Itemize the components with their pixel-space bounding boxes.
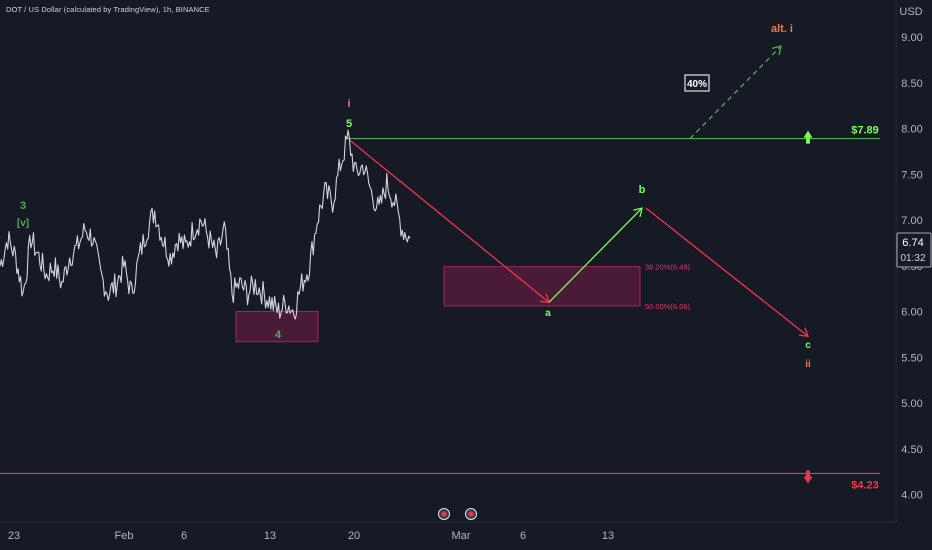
- time-tick-label: 20: [348, 530, 360, 542]
- wave-i-label: i: [347, 98, 350, 110]
- probability-label: 40%: [687, 79, 707, 90]
- wave-a-label: a: [545, 308, 551, 319]
- projection-wave-b-arrow: [548, 208, 642, 303]
- price-axis-currency: USD: [899, 6, 922, 18]
- price-tick-label: 4.00: [901, 490, 922, 502]
- projection-wave-a-arrow: [349, 139, 549, 302]
- price-tick-label: 7.50: [901, 169, 922, 181]
- wave-v-label: [v]: [17, 218, 29, 229]
- price-tick-label: 7.00: [901, 215, 922, 227]
- event-icon-dot: [468, 511, 474, 517]
- wave-3-label: 3: [20, 200, 26, 212]
- alt-i-label: alt. i: [771, 23, 793, 35]
- time-tick-label: 6: [181, 530, 187, 542]
- price-tick-label: 8.00: [901, 124, 922, 136]
- wave-c-label: c: [805, 340, 811, 351]
- wave-b-label: b: [639, 184, 646, 196]
- wave-ii-label: ii: [805, 359, 811, 370]
- up-arrow-icon: [803, 130, 813, 144]
- time-tick-label: Mar: [452, 530, 471, 542]
- alt-i-dashed-arrow: [689, 46, 781, 140]
- time-tick-label: 13: [264, 530, 276, 542]
- event-icon-dot: [441, 511, 447, 517]
- fib-retracement-zone: [443, 266, 641, 307]
- wave-4-label: 4: [275, 329, 282, 341]
- symbol-title: DOT / US Dollar (calculated by TradingVi…: [6, 5, 210, 14]
- fib-50-label: 50.00%(6.06): [645, 302, 691, 311]
- time-tick-label: Feb: [115, 530, 134, 542]
- price-tick-label: 5.00: [901, 398, 922, 410]
- countdown-timer: 01:32: [900, 253, 925, 264]
- wave-5-label: 5: [346, 118, 352, 130]
- current-price-value: 6.74: [902, 237, 923, 249]
- projection-wave-c-arrow: [645, 207, 808, 336]
- price-tick-label: 4.50: [901, 444, 922, 456]
- price-tick-label: 5.50: [901, 352, 922, 364]
- time-tick-label: 13: [602, 530, 614, 542]
- current-price-badge: [896, 232, 932, 268]
- time-tick-label: 23: [8, 530, 20, 542]
- probability-box: [684, 74, 710, 92]
- fib-382-label: 38.20%(6.49): [645, 263, 691, 272]
- price-tick-label: 8.50: [901, 78, 922, 90]
- price-tick-label: 6.00: [901, 307, 922, 319]
- price-tick-label: 9.00: [901, 32, 922, 44]
- lower-level-label: $4.23: [851, 479, 879, 491]
- down-arrow-icon: [803, 470, 813, 484]
- time-tick-label: 6: [520, 530, 526, 542]
- upper-level-label: $7.89: [851, 125, 879, 137]
- price-series-line: [0, 129, 411, 320]
